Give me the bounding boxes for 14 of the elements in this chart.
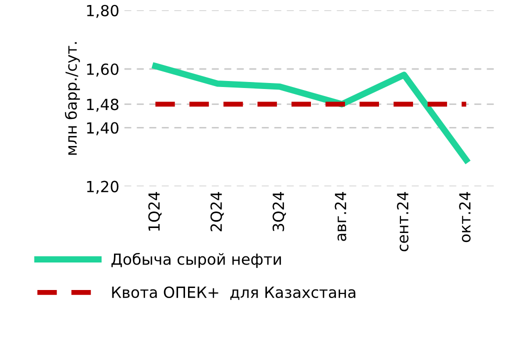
x-tick-label: сент.24 xyxy=(396,192,408,252)
y-tick-label: 1,48 xyxy=(87,98,118,112)
legend-label: Квота ОПЕК+ для Казахстана xyxy=(112,286,356,300)
x-tick-label: авг.24 xyxy=(334,192,346,241)
x-tick-label: 1Q24 xyxy=(148,192,162,231)
y-tick-label: 1,20 xyxy=(87,180,118,194)
x-tick-label: 3Q24 xyxy=(272,192,286,232)
x-tick-label: 2Q24 xyxy=(210,192,224,232)
y-tick-label: 1,80 xyxy=(87,4,118,18)
y-axis-title: млн барр./сут. xyxy=(64,42,80,155)
x-tick-label: окт.24 xyxy=(459,192,471,242)
legend-label: Добыча сырой нефти xyxy=(111,252,281,268)
y-tick-label: 1,40 xyxy=(87,122,118,136)
y-tick-label: 1,60 xyxy=(87,63,118,77)
